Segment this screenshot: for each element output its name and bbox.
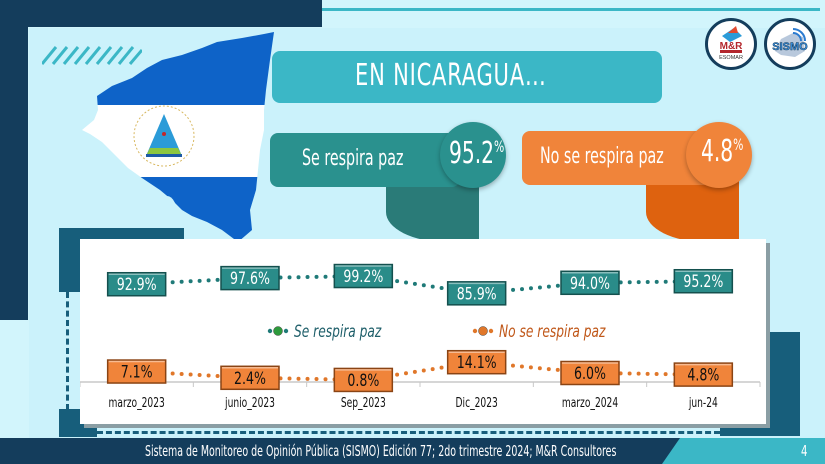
nopaz-summary-card: No se respira paz — [522, 131, 712, 185]
x-tick-label: jun-24 — [688, 395, 718, 411]
x-tick-label: marzo_2024 — [562, 395, 619, 411]
paz-value: 95.2 — [449, 136, 495, 171]
legend-label: Se respira paz — [294, 322, 382, 342]
x-tick-label: junio_2023 — [224, 395, 275, 411]
data-label-text: 7.1% — [121, 362, 153, 382]
data-label-paz: 85.9% — [446, 281, 507, 306]
paz-summary-card: Se respira paz — [270, 133, 460, 187]
frame-left-bar — [0, 0, 28, 320]
data-label-text: 4.8% — [687, 365, 719, 385]
paz-summary-label: Se respira paz — [302, 146, 404, 171]
data-label-text: 0.8% — [347, 370, 379, 390]
paz-value-badge: 95.2% — [440, 122, 506, 188]
data-label-text: 6.0% — [574, 363, 606, 383]
data-label-box — [560, 360, 620, 386]
svg-text:ESOMAR: ESOMAR — [719, 55, 743, 61]
svg-text:SISMO: SISMO — [772, 41, 808, 53]
dashed-divider — [97, 431, 720, 434]
sismo-logo: SISMO — [764, 18, 816, 70]
data-label-nopaz: 7.1% — [106, 359, 167, 384]
data-label-box — [560, 270, 620, 296]
data-label-paz: 97.6% — [220, 265, 280, 291]
data-label-nopaz: 6.0% — [560, 360, 620, 386]
page-title: EN NICARAGUA… — [355, 58, 547, 93]
nopaz-value: 4.8 — [701, 134, 734, 169]
data-label-text: 85.9% — [457, 283, 497, 303]
data-label-box — [333, 367, 394, 393]
legend-label: No se respira paz — [499, 322, 606, 342]
legend-paz: Se respira paz — [267, 322, 382, 342]
x-tick-label: Dic_2023 — [456, 395, 498, 411]
legend-marker-dot — [488, 328, 494, 334]
footer-source-text: Sistema de Monitoreo de Opinión Pública … — [145, 442, 617, 460]
mr-consultores-logo: M&R ESOMAR — [705, 18, 757, 70]
legend-marker-icon — [273, 326, 283, 336]
data-label-nopaz: 14.1% — [446, 349, 507, 375]
data-label-paz: 94.0% — [560, 270, 620, 296]
nopaz-summary-label: No se respira paz — [540, 144, 664, 169]
paz-callout-tail — [386, 182, 479, 242]
data-label-text: 99.2% — [343, 266, 383, 286]
hatch-decoration — [42, 46, 142, 65]
data-label-paz: 92.9% — [106, 271, 167, 297]
data-label-text: 2.4% — [234, 368, 266, 388]
data-label-box — [106, 271, 167, 297]
footer-accent — [662, 438, 825, 464]
data-label-paz: 95.2% — [673, 268, 734, 294]
data-label-box — [446, 349, 507, 375]
nopaz-callout-tail — [646, 180, 739, 242]
data-label-text: 97.6% — [230, 268, 270, 288]
data-label-nopaz: 0.8% — [333, 367, 394, 393]
trend-chart: marzo_2023 junio_2023 Sep_2023 Dic_2023 marz… — [80, 263, 761, 411]
data-label-nopaz: 4.8% — [673, 362, 734, 387]
legend-marker-dot — [472, 328, 478, 334]
svg-text:M&R: M&R — [720, 41, 744, 52]
data-label-text: 14.1% — [457, 352, 497, 372]
nopaz-value-badge: 4.8% — [686, 122, 752, 188]
legend-marker-dot — [283, 328, 289, 334]
nicaragua-flag-map — [82, 32, 274, 242]
coat-of-arms-icon — [133, 105, 195, 167]
chart-card — [80, 239, 766, 424]
data-label-box — [333, 263, 394, 289]
legend-marker-dot — [267, 328, 273, 334]
data-label-box — [673, 362, 734, 387]
x-tick-label: Sep_2023 — [341, 395, 386, 411]
data-label-text: 92.9% — [117, 274, 157, 294]
data-label-paz: 99.2% — [333, 263, 394, 289]
title-banner — [272, 51, 662, 103]
data-label-box — [220, 265, 280, 291]
legend-nopaz: No se respira paz — [472, 322, 606, 342]
data-label-box — [446, 281, 507, 306]
top-accent-line — [322, 8, 820, 11]
paz-unit: % — [494, 137, 505, 156]
data-label-box — [220, 365, 280, 391]
data-label-text: 95.2% — [683, 271, 723, 291]
data-label-box — [106, 359, 167, 384]
frame-top-bar — [0, 0, 322, 27]
legend-marker-icon — [478, 326, 488, 336]
dashed-divider — [66, 292, 69, 410]
page-number: 4 — [801, 442, 808, 460]
data-label-text: 94.0% — [570, 273, 610, 293]
data-label-box — [673, 268, 734, 294]
data-label-nopaz: 2.4% — [220, 365, 280, 391]
x-tick-label: marzo_2023 — [109, 395, 165, 411]
nopaz-unit: % — [733, 135, 744, 154]
